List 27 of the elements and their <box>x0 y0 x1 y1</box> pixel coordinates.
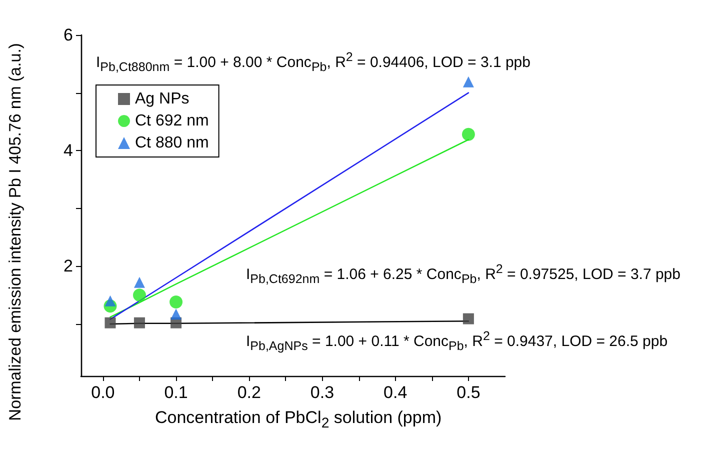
legend-label: Ag NPs <box>135 90 190 108</box>
x-axis-title: Concentration of PbCl$_{2}$ solution (ppm) <box>155 408 442 432</box>
point <box>462 313 474 324</box>
point <box>134 317 145 328</box>
x-tick-label: 0.5 <box>456 383 480 402</box>
x-tick-label: 0.0 <box>91 383 115 402</box>
y-axis-title: Normalized emission intensity Pb I 405.76 nm (a.u.) <box>6 43 26 421</box>
legend-label: Ct 880 nm <box>135 134 209 152</box>
point <box>170 296 183 309</box>
legend-label: Ct 692 nm <box>135 112 209 130</box>
y-tick-label: 2 <box>64 256 73 276</box>
annotation: I$_{Pb,Ct692nm}$ = 1.06 + 6.25 * Conc$_{Pb}$, R$^{2}$ = 0.97525, LOD = 3.7 ppb <box>246 262 680 286</box>
point <box>104 317 116 328</box>
point <box>104 295 116 306</box>
x-tick-label: 0.2 <box>237 383 261 402</box>
point <box>462 128 475 141</box>
annotation: I$_{Pb,AgNPs}$ = 1.00 + 0.11 * Conc$_{Pb}$, R$^{2}$ = 0.9437, LOD = 26.5 ppb <box>246 329 668 353</box>
point <box>132 288 146 302</box>
point <box>134 276 145 288</box>
annotation: I$_{Pb,Ct880nm}$ = 1.00 + 8.00 * Conc$_{Pb}$, R$^{2}$ = 0.94406, LOD = 3.1 ppb <box>96 50 530 74</box>
point <box>462 76 474 88</box>
y-tick-label: 6 <box>64 26 73 44</box>
point <box>170 308 182 320</box>
x-tick-label: 0.4 <box>384 383 408 402</box>
x-tick-label: 0.1 <box>164 383 188 402</box>
y-tick-label: 4 <box>64 141 73 160</box>
x-tick-label: 0.3 <box>310 383 334 402</box>
